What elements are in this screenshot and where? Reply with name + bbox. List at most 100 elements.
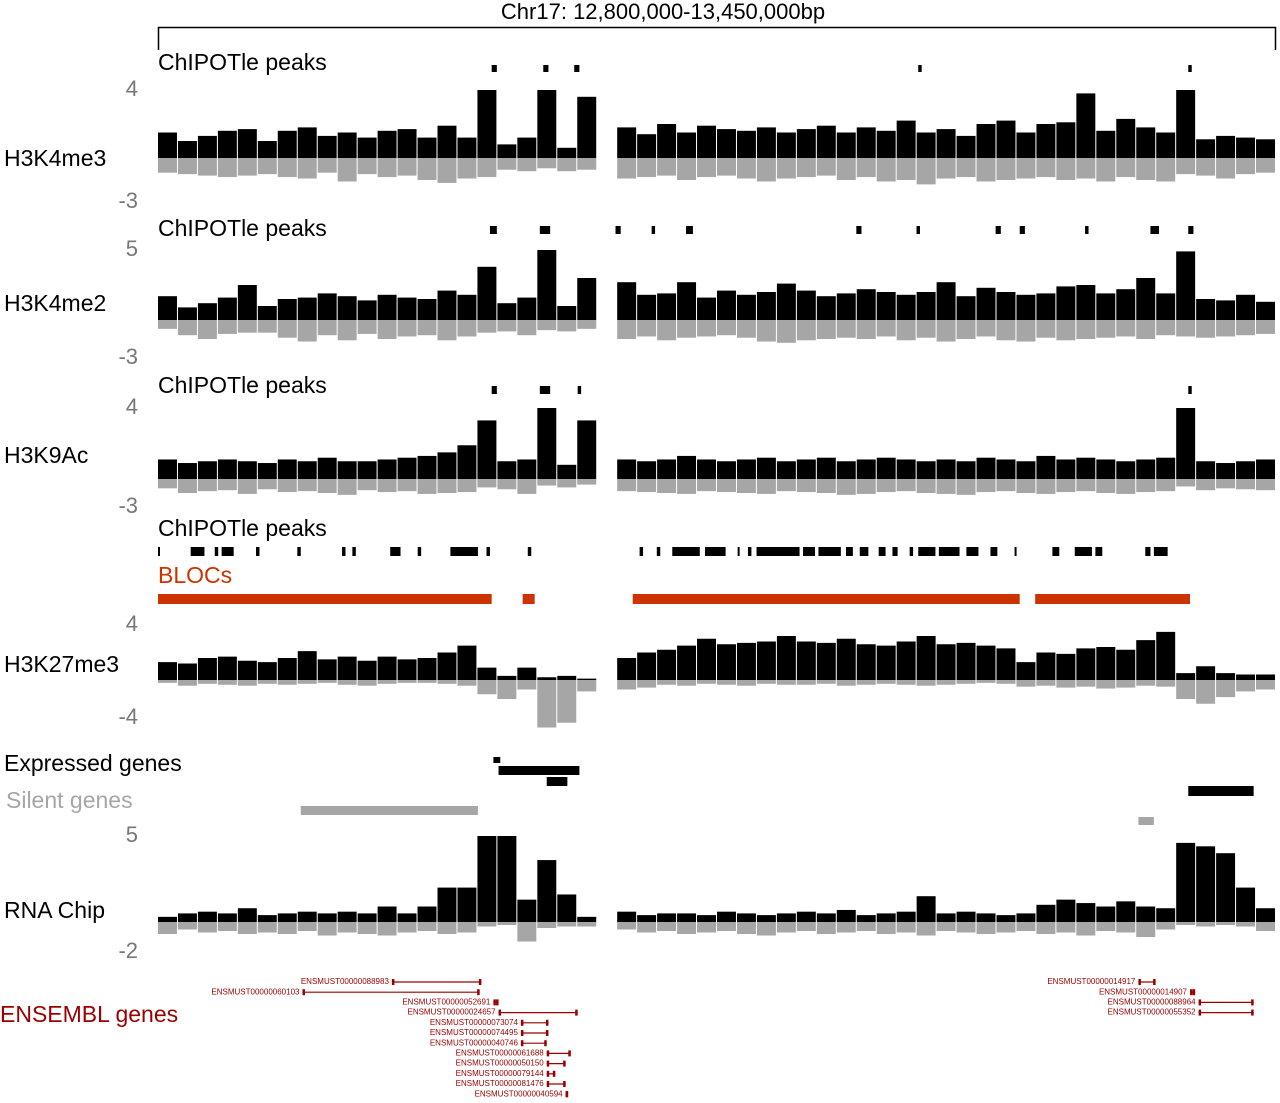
signal-bar-positive bbox=[417, 137, 437, 158]
signal-bar-negative bbox=[197, 320, 217, 339]
signal-bar-negative bbox=[1156, 158, 1176, 182]
signal-bar-positive bbox=[177, 663, 197, 680]
signal-bar-negative bbox=[257, 922, 277, 933]
gene-name: ENSMUST00000040746 bbox=[430, 1038, 519, 1047]
signal-bar-negative bbox=[836, 922, 856, 933]
signal-bar-negative bbox=[1136, 479, 1156, 493]
signal-bar-negative bbox=[916, 922, 936, 936]
gene-exon bbox=[1198, 999, 1202, 1006]
signal-bar-negative bbox=[377, 680, 397, 684]
signal-bar-negative bbox=[1236, 158, 1256, 175]
signal-bar-negative bbox=[357, 320, 377, 334]
gene-exon bbox=[496, 999, 499, 1006]
signal-bar-positive bbox=[1256, 908, 1275, 922]
signal-bar-negative bbox=[158, 922, 177, 934]
signal-bar-positive bbox=[697, 297, 716, 320]
track-name: H3K4me2 bbox=[4, 290, 106, 316]
signal-bar-positive bbox=[1136, 640, 1156, 680]
signal-bar-positive bbox=[357, 913, 377, 922]
signal-bar-positive bbox=[437, 290, 457, 320]
peak bbox=[909, 547, 914, 556]
signal-bar-negative bbox=[577, 680, 597, 692]
peak bbox=[656, 547, 661, 556]
signal-bar-negative bbox=[477, 158, 497, 178]
gene-exon bbox=[546, 1081, 550, 1087]
signal-bar-positive bbox=[677, 132, 697, 158]
signal-bar-positive bbox=[397, 913, 417, 922]
signal-bar-negative bbox=[936, 922, 956, 931]
peak bbox=[256, 547, 260, 556]
signal-bar-positive bbox=[1056, 459, 1076, 479]
signal-bar-negative bbox=[577, 479, 597, 485]
signal-bar-positive bbox=[976, 645, 996, 680]
signal-bar-negative bbox=[796, 320, 816, 341]
signal-bar-negative bbox=[856, 680, 876, 685]
signal-bar-negative bbox=[277, 479, 297, 493]
signal-bar-positive bbox=[1056, 899, 1076, 922]
signal-bar-negative bbox=[776, 158, 796, 179]
signal-bar-negative bbox=[158, 479, 177, 489]
signal-bar-positive bbox=[1156, 132, 1176, 158]
gene-exon bbox=[575, 1009, 578, 1016]
peak bbox=[221, 547, 234, 556]
gene-region bbox=[300, 806, 478, 815]
signal-bar-positive bbox=[357, 137, 377, 158]
signal-bar-negative bbox=[617, 158, 637, 179]
signal-bar-positive bbox=[537, 90, 557, 158]
signal-bar-positive bbox=[916, 461, 936, 479]
signal-bar-negative bbox=[217, 158, 237, 178]
signal-bar-positive bbox=[437, 887, 457, 922]
signal-bar-positive bbox=[277, 913, 297, 922]
signal-bar-negative bbox=[537, 680, 557, 728]
signal-bar-positive bbox=[537, 677, 557, 680]
signal-bar-positive bbox=[237, 129, 257, 158]
signal-bar-negative bbox=[317, 320, 337, 336]
signal-bar-negative bbox=[856, 158, 876, 178]
signal-bar-negative bbox=[876, 922, 896, 934]
signal-bar-negative bbox=[477, 922, 497, 927]
signal-bar-positive bbox=[1116, 289, 1136, 320]
signal-bar-positive bbox=[497, 144, 517, 158]
signal-bar-positive bbox=[856, 915, 876, 922]
signal-bar-negative bbox=[357, 158, 377, 175]
y-tick-label: -3 bbox=[118, 344, 138, 369]
signal-bar-positive bbox=[517, 137, 537, 158]
signal-bar-negative bbox=[856, 320, 876, 339]
gene-region bbox=[498, 766, 580, 775]
signal-bar-negative bbox=[577, 320, 597, 329]
peak bbox=[995, 226, 1001, 234]
peak bbox=[1150, 226, 1160, 234]
peak bbox=[486, 547, 490, 556]
signal-bar-negative bbox=[317, 680, 337, 683]
signal-bar-negative bbox=[317, 158, 337, 173]
signal-bar-positive bbox=[1116, 649, 1136, 680]
signal-bar-positive bbox=[257, 141, 277, 158]
signal-bar-positive bbox=[996, 459, 1016, 479]
signal-bar-negative bbox=[876, 479, 896, 493]
y-tick-label: 5 bbox=[126, 822, 138, 847]
signal-bar-positive bbox=[197, 911, 217, 922]
signal-bar-negative bbox=[637, 320, 657, 337]
signal-bar-positive bbox=[397, 129, 417, 158]
signal-bar-positive bbox=[776, 132, 796, 158]
signal-bar-negative bbox=[637, 680, 657, 688]
peak bbox=[1019, 226, 1025, 234]
y-tick-label: -4 bbox=[118, 704, 138, 729]
signal-bar-negative bbox=[736, 320, 756, 338]
signal-bar-negative bbox=[297, 479, 317, 492]
gene-exon bbox=[478, 979, 482, 985]
signal-bar-positive bbox=[996, 915, 1016, 922]
signal-bar-positive bbox=[856, 127, 876, 158]
signal-bar-negative bbox=[1136, 320, 1156, 339]
signal-bar-negative bbox=[1056, 320, 1076, 341]
signal-bar-positive bbox=[736, 459, 756, 479]
signal-bar-positive bbox=[776, 913, 796, 922]
signal-bar-negative bbox=[776, 922, 796, 933]
peak bbox=[938, 547, 960, 556]
signal-bar-positive bbox=[976, 124, 996, 158]
signal-bar-positive bbox=[1096, 293, 1116, 320]
peak bbox=[737, 547, 740, 556]
signal-bar-positive bbox=[1256, 139, 1275, 158]
peak bbox=[390, 547, 401, 556]
